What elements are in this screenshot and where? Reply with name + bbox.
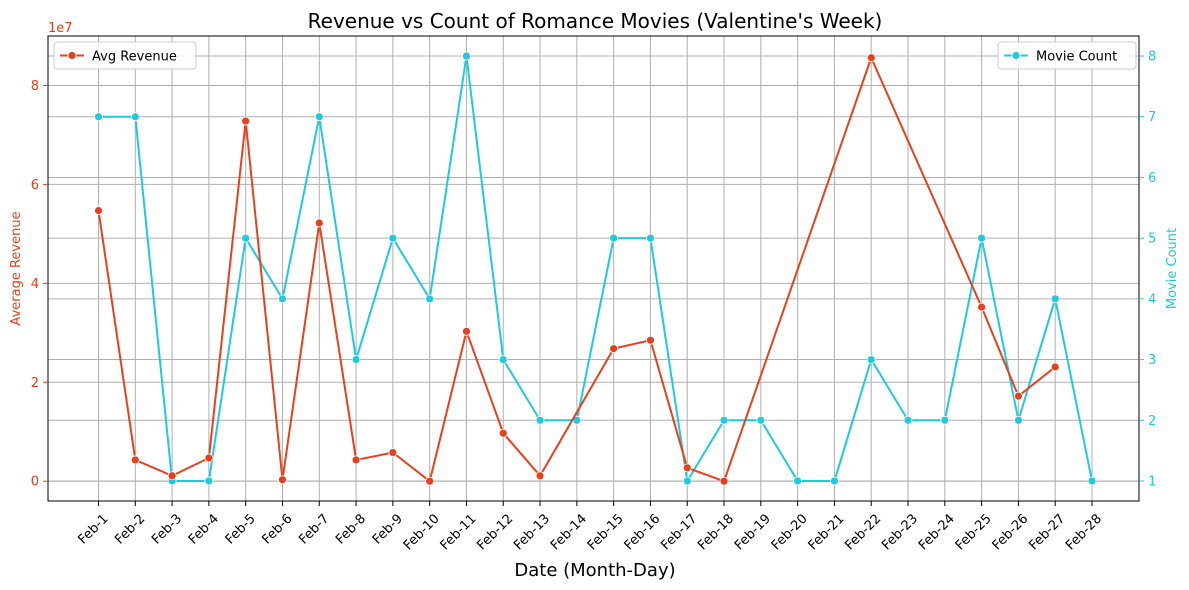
data-point-movie-count: [204, 476, 214, 486]
y-right-tick-label: 3: [1148, 353, 1156, 368]
data-point-movie-count: [351, 355, 361, 364]
data-point-avg-revenue: [388, 448, 398, 457]
y-right-tick-label: 4: [1148, 292, 1156, 307]
data-point-movie-count: [388, 233, 398, 243]
chart-title: Revenue vs Count of Romance Movies (Vale…: [308, 9, 883, 33]
data-point-movie-count: [977, 233, 987, 243]
data-point-movie-count: [866, 355, 876, 364]
data-point-movie-count: [535, 415, 545, 425]
data-point-movie-count: [425, 294, 435, 304]
data-point-movie-count: [130, 112, 140, 122]
data-point-movie-count: [462, 51, 471, 61]
data-point-avg-revenue: [314, 218, 324, 228]
data-point-avg-revenue: [241, 116, 251, 126]
data-point-avg-revenue: [498, 428, 508, 438]
data-point-movie-count: [940, 415, 950, 425]
y-right-tick-label: 2: [1148, 414, 1156, 429]
y-left-tick-label: 6: [31, 178, 39, 193]
data-point-movie-count: [1050, 294, 1060, 304]
data-point-movie-count: [756, 415, 766, 425]
data-point-avg-revenue: [646, 335, 655, 345]
y-right-tick-label: 7: [1148, 110, 1156, 125]
y-right-tick-label: 5: [1148, 232, 1156, 247]
data-point-avg-revenue: [1050, 362, 1060, 372]
data-point-avg-revenue: [1014, 391, 1023, 401]
data-point-avg-revenue: [204, 453, 214, 463]
data-point-movie-count: [278, 294, 287, 304]
data-point-avg-revenue: [866, 53, 876, 63]
y-axis-right-label: Movie Count: [1165, 228, 1180, 309]
y-axis-left-label: Average Revenue: [9, 211, 24, 325]
y-left-tick-label: 8: [31, 79, 39, 94]
x-axis-label: Date (Month-Day): [514, 560, 675, 581]
y-right-tick-label: 8: [1148, 50, 1156, 65]
y-axis-left-offset-label: 1e7: [48, 21, 73, 36]
data-point-avg-revenue: [351, 455, 361, 465]
y-left-tick-label: 2: [31, 376, 39, 391]
data-point-movie-count: [793, 476, 803, 486]
y-right-tick-label: 6: [1148, 171, 1156, 186]
data-point-avg-revenue: [130, 455, 140, 465]
legend-box: [997, 41, 1137, 70]
series-line-movie-count: [98, 55, 1093, 484]
data-point-movie-count: [609, 233, 619, 243]
data-point-movie-count: [94, 112, 103, 122]
data-point-movie-count: [646, 233, 655, 243]
data-point-avg-revenue: [94, 206, 103, 216]
legend-label-movie-count: Movie Count: [1036, 50, 1117, 65]
data-point-movie-count: [903, 415, 913, 425]
y-left-tick-label: 4: [31, 277, 39, 292]
data-point-avg-revenue: [167, 471, 177, 481]
data-point-movie-count: [241, 233, 251, 243]
data-point-avg-revenue: [609, 344, 619, 354]
data-point-avg-revenue: [462, 326, 471, 336]
legend-swatch-marker-movie-count: [1011, 51, 1021, 60]
legend-movie-count: Movie Count: [997, 41, 1137, 70]
y-left-tick-label: 0: [31, 475, 39, 490]
data-point-avg-revenue: [425, 476, 435, 486]
data-point-avg-revenue: [719, 476, 729, 486]
y-right-tick-label: 1: [1148, 474, 1156, 489]
data-point-avg-revenue: [682, 463, 692, 473]
data-point-movie-count: [314, 112, 324, 122]
data-point-movie-count: [830, 476, 839, 486]
legend-label-avg-revenue: Avg Revenue: [92, 50, 177, 65]
data-point-movie-count: [719, 415, 729, 425]
data-point-movie-count: [1087, 476, 1097, 486]
data-point-movie-count: [498, 355, 508, 364]
legend-box: [53, 41, 197, 70]
data-point-avg-revenue: [977, 302, 987, 312]
plot-frame: [47, 35, 1140, 502]
data-point-avg-revenue: [535, 471, 545, 481]
series-layer: [94, 51, 1097, 486]
data-point-movie-count: [682, 476, 692, 486]
y-axis-left: 0 2 4 6 8: [31, 79, 48, 490]
data-point-avg-revenue: [278, 475, 287, 485]
y-axis-right: 1 2 3 4 5 6 7 8: [1139, 50, 1156, 489]
legend-avg-revenue: Avg Revenue: [53, 41, 197, 70]
data-point-movie-count: [1014, 415, 1023, 425]
legend-swatch-marker-avg-revenue: [67, 51, 77, 60]
